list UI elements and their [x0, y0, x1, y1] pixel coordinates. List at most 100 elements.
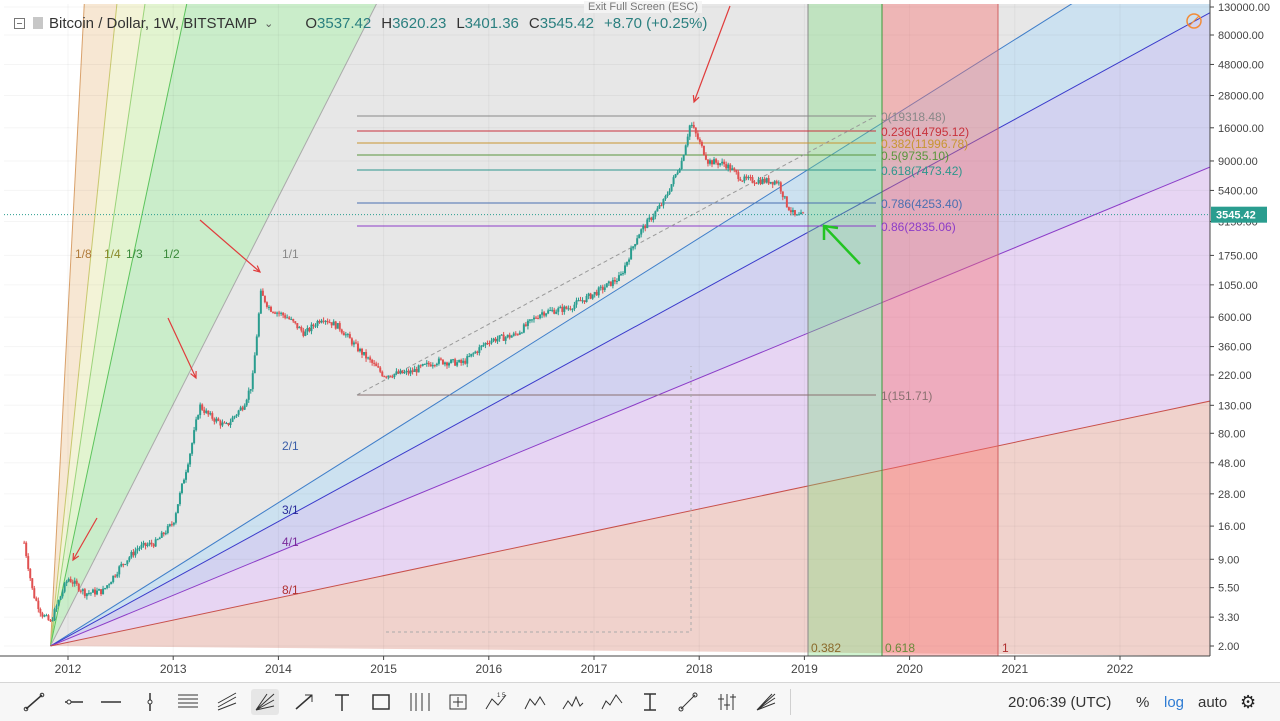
candle-body: [541, 312, 544, 315]
candle-body: [537, 318, 540, 320]
candle-body: [555, 311, 558, 314]
text-icon[interactable]: [328, 689, 356, 715]
candle-body: [715, 159, 718, 163]
fib-retracement[interactable]: 0(19318.48)0.236(14795.12)0.382(11996.78…: [356, 110, 969, 403]
abcd-pattern-icon[interactable]: 1 5: [482, 689, 510, 715]
candle-body: [611, 279, 614, 286]
gann-ray-label: 4/1: [282, 535, 299, 549]
candle-body: [415, 368, 418, 373]
candle-body: [648, 217, 651, 220]
candle-body: [700, 141, 703, 146]
candle-body: [425, 362, 428, 364]
fan-zone: [50, 401, 1210, 656]
parallel-channel-icon[interactable]: [174, 689, 202, 715]
candle-body: [520, 332, 523, 334]
candle-body: [739, 179, 742, 181]
candle-body: [721, 161, 724, 164]
fib-fan-icon[interactable]: [752, 689, 780, 715]
candle-body: [104, 588, 107, 590]
candle-body: [346, 334, 349, 336]
elliott-wave-icon[interactable]: [598, 689, 626, 715]
price-tick-label: 28.00: [1218, 489, 1246, 501]
candle-body: [666, 194, 669, 197]
candle-body: [761, 178, 764, 185]
fib-time-zone-icon[interactable]: [405, 689, 433, 715]
candle-body: [304, 331, 307, 336]
candle-body: [672, 177, 675, 185]
last-price-badge: [1211, 206, 1267, 223]
candle-body: [253, 355, 256, 374]
candle-body: [229, 421, 232, 426]
price-range-icon[interactable]: [444, 689, 472, 715]
percent-scale-button[interactable]: %: [1136, 693, 1150, 711]
horizontal-ray-icon[interactable]: [59, 689, 87, 715]
candle-body: [199, 404, 202, 416]
candle-body: [399, 370, 402, 374]
candle-body: [753, 182, 756, 184]
candle-body: [632, 246, 635, 249]
low-value: 3401.36: [464, 14, 519, 32]
pattern-tool-icon[interactable]: [713, 689, 741, 715]
candle-body: [644, 225, 647, 229]
candle-body: [87, 593, 90, 595]
gear-icon[interactable]: ⚙: [1240, 691, 1257, 712]
chevron-down-icon[interactable]: ⌄: [264, 17, 274, 30]
candle-body: [162, 532, 165, 535]
candle-body: [504, 337, 507, 341]
price-chart[interactable]: 0(19318.48)0.236(14795.12)0.382(11996.78…: [0, 0, 1280, 682]
date-range-icon[interactable]: [636, 689, 664, 715]
candle-body: [717, 162, 720, 166]
exit-fullscreen-hint[interactable]: Exit Full Screen (ESC): [584, 1, 703, 13]
fib-time-label: 1: [1002, 641, 1009, 655]
symbol-title[interactable]: Bitcoin / Dollar, 1W, BITSTAMP: [49, 14, 258, 32]
candle-body: [278, 312, 281, 314]
candle-body: [547, 310, 550, 314]
high-label: H: [381, 14, 393, 32]
time-tick-label: 2016: [475, 662, 502, 676]
candle-body: [573, 304, 576, 310]
candle-body: [787, 207, 790, 211]
candle-body: [180, 483, 183, 493]
measure-icon[interactable]: [675, 689, 703, 715]
candle-body: [124, 564, 127, 566]
candle-body: [636, 238, 639, 245]
candle-body: [63, 583, 66, 592]
candle-body: [561, 306, 564, 312]
auto-scale-button[interactable]: auto: [1198, 693, 1228, 711]
vertical-line-icon[interactable]: [136, 689, 164, 715]
trend-line-icon[interactable]: [20, 689, 48, 715]
head-shoulders-icon[interactable]: [559, 689, 587, 715]
candle-body: [626, 261, 629, 266]
candle-body: [83, 589, 86, 597]
gann-fan[interactable]: [49, 0, 1215, 656]
candle-body: [272, 311, 275, 313]
gann-fan-icon[interactable]: [251, 689, 279, 715]
horizontal-line-icon[interactable]: [97, 689, 125, 715]
arrow-icon[interactable]: [290, 689, 318, 715]
pitchfork-icon[interactable]: [213, 689, 241, 715]
collapse-legend-button[interactable]: [14, 17, 25, 29]
utc-clock[interactable]: 20:06:39 (UTC): [1008, 693, 1112, 711]
alert-clock-icon[interactable]: [1186, 13, 1202, 29]
candle-body: [150, 542, 153, 545]
annotations: [4, 5, 1210, 633]
candle-body: [490, 340, 493, 344]
price-axis-bg[interactable]: [1210, 0, 1280, 682]
candle-body: [176, 504, 179, 514]
fib-time-zone[interactable]: [807, 4, 999, 656]
candle-body: [318, 320, 321, 323]
candle-body: [387, 375, 390, 378]
log-scale-button[interactable]: log: [1164, 693, 1185, 711]
candle-body: [284, 315, 287, 318]
fan-ray: [49, 4, 118, 647]
candle-body: [634, 244, 637, 247]
candle-body: [437, 358, 440, 364]
rectangle-icon[interactable]: [367, 689, 395, 715]
candle-body: [57, 599, 60, 606]
candle-body: [745, 176, 748, 179]
xabcd-pattern-icon[interactable]: [521, 689, 549, 715]
candle-body: [791, 210, 794, 213]
candle-body: [502, 334, 505, 341]
candle-body: [569, 308, 572, 310]
candle-body: [619, 273, 622, 276]
